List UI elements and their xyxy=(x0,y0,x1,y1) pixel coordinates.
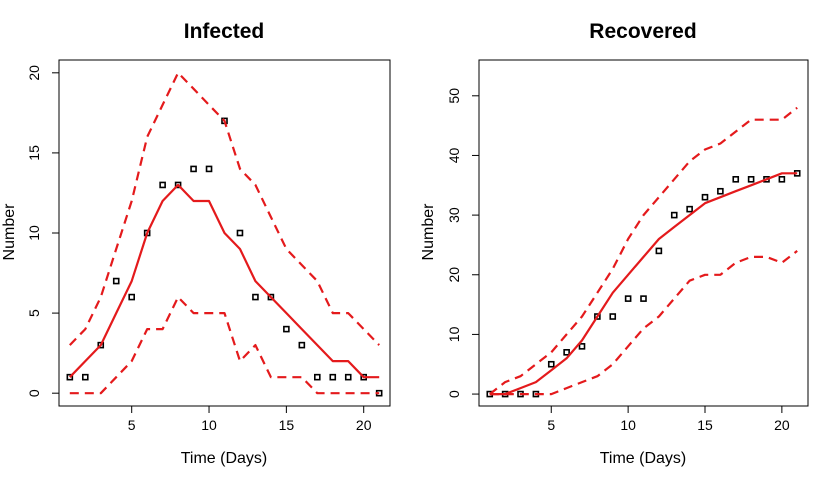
observed-point xyxy=(547,360,555,368)
lower-bound-line xyxy=(69,296,380,395)
x-tick-label: 20 xyxy=(774,417,790,433)
chart-title: Recovered xyxy=(589,20,696,43)
observed-point xyxy=(314,373,321,381)
observed-point xyxy=(578,343,586,350)
observed-point xyxy=(81,373,89,381)
observed-point xyxy=(66,373,74,381)
y-tick-label: 50 xyxy=(446,88,462,104)
observed-point xyxy=(267,293,275,301)
observed-point xyxy=(174,181,182,189)
observed-point xyxy=(159,181,166,189)
x-axis-label: Time (Days) xyxy=(181,450,268,467)
y-tick-label: 10 xyxy=(446,326,462,342)
x-tick-label: 5 xyxy=(547,417,555,433)
observed-point xyxy=(190,165,197,173)
y-tick-label: 0 xyxy=(446,390,462,398)
observed-point xyxy=(252,293,259,301)
observed-point xyxy=(112,277,120,285)
observed-point xyxy=(563,349,570,356)
y-tick-label: 0 xyxy=(26,389,42,397)
lower-bound-line xyxy=(489,250,798,396)
observed-point xyxy=(329,373,337,381)
infected-panel: Infected Time (Days) Number 5 10 15 20 0 5 10 1… xyxy=(1,20,391,467)
x-tick-label: 15 xyxy=(279,417,295,433)
mean-line xyxy=(69,183,380,379)
observed-point xyxy=(778,176,786,183)
y-tick-label: 40 xyxy=(446,147,462,163)
chart-title: Infected xyxy=(184,20,265,43)
observed-point xyxy=(747,176,755,183)
y-tick-label: 15 xyxy=(26,145,42,161)
recovered-panel: Recovered Time (Days) Number 5 10 15 20 0 10 2… xyxy=(420,20,809,467)
y-tick-label: 10 xyxy=(26,225,42,241)
observed-point xyxy=(670,211,678,219)
y-tick-label: 20 xyxy=(26,65,42,81)
upper-bound-line xyxy=(69,71,380,346)
observed-point xyxy=(655,247,663,255)
y-axis-label: Number xyxy=(420,203,437,261)
observed-point xyxy=(624,295,632,302)
x-tick-label: 20 xyxy=(356,417,372,433)
observed-point xyxy=(283,325,290,333)
observed-point xyxy=(640,295,647,302)
observed-point xyxy=(594,313,601,320)
upper-bound-line xyxy=(489,106,798,395)
observed-point xyxy=(344,373,352,381)
observed-point xyxy=(717,187,724,195)
observed-point xyxy=(701,193,709,201)
observed-point xyxy=(97,341,105,349)
observed-point xyxy=(236,229,244,237)
observed-point xyxy=(298,341,306,349)
y-tick-label: 5 xyxy=(26,309,42,317)
observed-point xyxy=(686,205,693,213)
x-tick-label: 10 xyxy=(201,417,217,433)
y-axis-label: Number xyxy=(1,203,18,261)
x-tick-label: 5 xyxy=(128,417,136,433)
observed-point xyxy=(128,293,135,301)
observed-point xyxy=(205,165,213,173)
observed-point xyxy=(732,176,740,183)
x-tick-label: 10 xyxy=(620,417,636,433)
x-tick-label: 15 xyxy=(697,417,713,433)
mean-line xyxy=(489,172,798,396)
y-tick-label: 20 xyxy=(446,267,462,283)
observed-point xyxy=(609,313,617,320)
y-tick-label: 30 xyxy=(446,207,462,223)
x-axis-label: Time (Days) xyxy=(600,450,687,467)
plot-frame xyxy=(478,59,809,407)
